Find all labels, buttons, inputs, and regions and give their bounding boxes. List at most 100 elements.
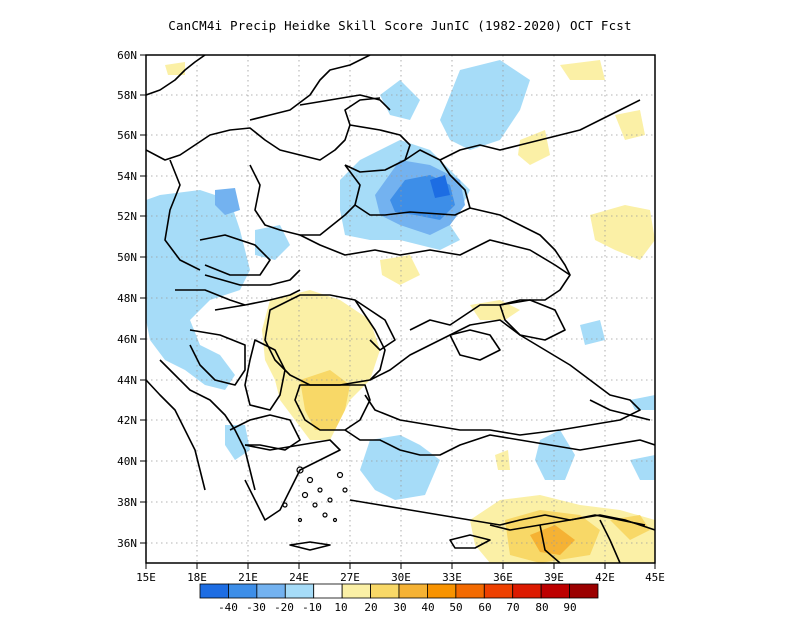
baltic-coast xyxy=(146,97,381,161)
austria-border xyxy=(175,289,246,306)
croatia-bosnia xyxy=(189,329,246,386)
cyprus xyxy=(449,534,491,549)
adriatic-coast xyxy=(159,359,256,491)
shade-belarus-minus40 xyxy=(430,175,450,198)
shade-top-positive xyxy=(560,60,605,80)
azov-sea xyxy=(499,299,566,341)
slovakia-hungary xyxy=(204,269,301,286)
shade-poland-negative xyxy=(255,225,290,260)
black-sea-coast xyxy=(364,319,641,436)
shade-russia-positive xyxy=(590,205,655,260)
turkey-syria-border xyxy=(489,514,655,531)
romania-border xyxy=(264,294,386,386)
colorbar-label: 20 xyxy=(364,601,377,614)
colorbar-swatches xyxy=(199,583,599,599)
lat-label: 50N xyxy=(117,251,137,264)
hungary-border xyxy=(214,289,301,311)
aegean-islands xyxy=(282,466,348,523)
lon-label: 30E xyxy=(391,571,411,584)
colorbar-swatch xyxy=(370,583,400,599)
colorbar-label: -20 xyxy=(274,601,294,614)
germany-border xyxy=(164,159,201,271)
colorbar-label: 60 xyxy=(478,601,491,614)
map-title: CanCM4i Precip Heidke Skill Score JunIC … xyxy=(168,18,632,33)
bulgaria-border xyxy=(294,384,371,431)
lat-label: 58N xyxy=(117,89,137,102)
shade-northeast-positive xyxy=(615,110,645,140)
colorbar-label: 50 xyxy=(449,601,462,614)
poland-border xyxy=(249,164,356,236)
lat-label: 52N xyxy=(117,210,137,223)
colorbar-swatch xyxy=(228,583,258,599)
shade-moldova-positive xyxy=(380,255,420,285)
colorbar-label: -40 xyxy=(218,601,238,614)
colorbar-swatch xyxy=(512,583,542,599)
lon-label: 36E xyxy=(493,571,513,584)
shade-ukraine-negative xyxy=(580,320,605,345)
lat-label: 48N xyxy=(117,292,137,305)
georgia-armenia xyxy=(589,399,651,421)
lon-label: 33E xyxy=(442,571,462,584)
shade-turkey-small-positive xyxy=(495,450,510,470)
syria-iraq xyxy=(539,524,561,563)
colorbar-swatch xyxy=(256,583,286,599)
lat-label: 54N xyxy=(117,170,137,183)
colorbar-swatch xyxy=(284,583,315,599)
colorbar-swatch xyxy=(483,583,514,599)
colorbar-label: -10 xyxy=(302,601,322,614)
shade-south-negative xyxy=(630,455,655,480)
lat-label: 46N xyxy=(117,333,137,346)
crimea xyxy=(449,329,501,361)
tick-marks xyxy=(140,54,656,569)
colorbar-swatch xyxy=(398,583,428,599)
lat-label: 36N xyxy=(117,537,137,550)
estonia-latvia xyxy=(344,124,411,173)
lon-label: 21E xyxy=(238,571,258,584)
shade-turkey-negative xyxy=(360,435,440,500)
colorbar-label: -30 xyxy=(246,601,266,614)
greece-border xyxy=(244,439,341,521)
colorbar-label: 40 xyxy=(421,601,434,614)
moldova-border xyxy=(354,299,396,351)
lon-label: 39E xyxy=(544,571,564,584)
colorbar-label: 80 xyxy=(535,601,548,614)
turkey-border xyxy=(344,429,655,456)
finland-coast xyxy=(249,55,371,121)
colorbar: -40 -30 -20 -10 10 20 30 40 50 60 70 80 … xyxy=(199,583,599,614)
shade-nnw-positive xyxy=(518,130,550,165)
colorbar-swatch xyxy=(341,583,371,599)
gulf-finland xyxy=(299,94,391,111)
colorbar-swatch xyxy=(569,583,599,599)
shade-germany-minus20 xyxy=(215,188,240,215)
lon-label: 42E xyxy=(595,571,615,584)
skill-shading xyxy=(146,60,655,563)
czech-border xyxy=(199,234,271,276)
belarus-border xyxy=(344,149,471,216)
colorbar-label: 90 xyxy=(563,601,576,614)
shade-balkan-negative xyxy=(225,425,250,460)
italy-coast xyxy=(146,379,206,491)
lon-label: 18E xyxy=(187,571,207,584)
shade-caucasus-negative xyxy=(630,395,655,410)
lon-labels: 15E 18E 21E 24E 27E 30E 33E 36E 39E 42E … xyxy=(136,571,665,584)
colorbar-swatch xyxy=(199,583,229,599)
russia-border-east xyxy=(469,207,571,276)
crete xyxy=(289,541,331,551)
lat-label: 40N xyxy=(117,455,137,468)
colorbar-label: 30 xyxy=(393,601,406,614)
lon-label: 27E xyxy=(340,571,360,584)
lat-label: 60N xyxy=(117,49,137,62)
ukraine-border xyxy=(299,234,571,331)
iraq-iran xyxy=(599,519,621,563)
colorbar-swatch xyxy=(540,583,570,599)
serbia-border xyxy=(244,339,286,411)
lon-label: 45E xyxy=(645,571,665,584)
colorbar-swatch xyxy=(313,583,343,599)
colorbar-swatch xyxy=(455,583,485,599)
country-borders xyxy=(146,55,655,563)
lat-label: 44N xyxy=(117,374,137,387)
shade-top-left-positive xyxy=(165,62,185,75)
shade-east-turkey-negative xyxy=(535,430,575,480)
colorbar-swatch xyxy=(427,583,457,599)
